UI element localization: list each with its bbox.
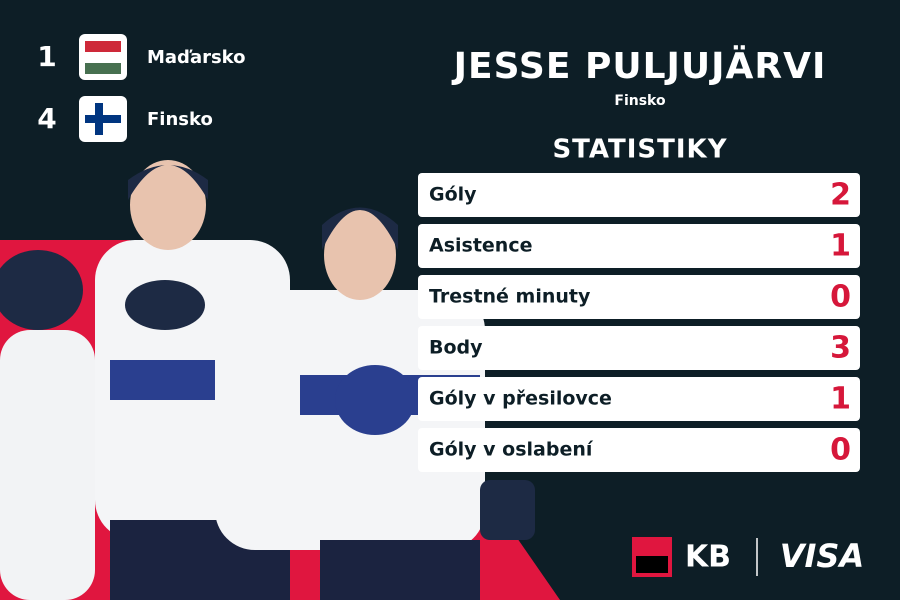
score: 1 bbox=[37, 40, 56, 73]
sponsor-logo: VISA bbox=[780, 537, 864, 575]
stat-value: 3 bbox=[830, 331, 851, 366]
stat-label: Asistence bbox=[429, 235, 532, 257]
player-country: Finsko bbox=[614, 93, 666, 109]
flag-finland bbox=[79, 96, 127, 142]
score: 4 bbox=[37, 102, 56, 135]
stat-value: 0 bbox=[830, 433, 851, 468]
stat-value: 2 bbox=[830, 178, 851, 213]
team-name: Maďarsko bbox=[147, 47, 246, 68]
stat-row bbox=[418, 275, 860, 319]
stat-row bbox=[418, 428, 860, 472]
stat-label: Góly v oslabení bbox=[429, 439, 594, 461]
stat-label: Body bbox=[429, 337, 483, 359]
stat-value: 0 bbox=[830, 280, 851, 315]
stat-row bbox=[418, 173, 860, 217]
stat-label: Góly v přesilovce bbox=[429, 388, 612, 410]
stats-table: Góly 2 Asistence 1 Trestné minuty 0 Body 3 Góly … bbox=[418, 173, 860, 472]
team-name: Finsko bbox=[147, 109, 213, 130]
player-name: JESSE PULJUJÄRVI bbox=[451, 45, 827, 87]
stat-label: Trestné minuty bbox=[429, 286, 591, 308]
stat-row bbox=[418, 326, 860, 370]
stat-row bbox=[418, 224, 860, 268]
stat-value: 1 bbox=[830, 382, 851, 417]
stats-heading: STATISTIKY bbox=[552, 135, 727, 165]
flag-hungary bbox=[79, 34, 127, 80]
sponsor-logo: KB bbox=[685, 540, 731, 575]
kb-logo-square-bottom bbox=[636, 556, 668, 573]
stat-value: 1 bbox=[830, 229, 851, 264]
stat-row bbox=[418, 377, 860, 421]
stat-label: Góly bbox=[429, 184, 477, 206]
